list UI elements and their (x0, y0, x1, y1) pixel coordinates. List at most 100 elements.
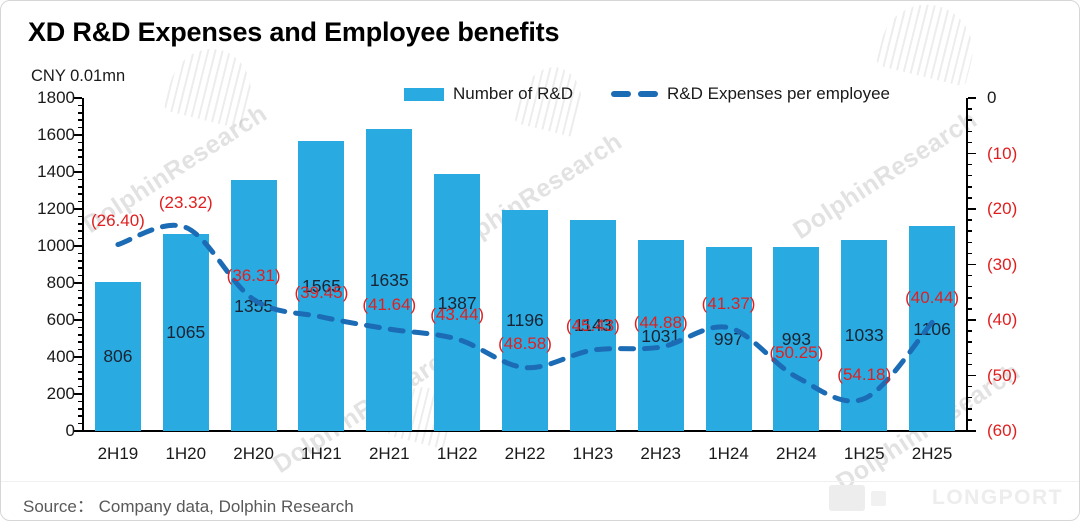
right-axis-tick (968, 108, 972, 110)
right-axis-tick-label: 0 (987, 88, 997, 107)
left-axis-tick-label: 1200 (37, 199, 75, 218)
bar-2H20 (230, 180, 277, 431)
x-axis-label-2H22: 2H22 (504, 444, 546, 463)
left-axis-tick-label: 400 (46, 347, 75, 366)
left-axis-tick (78, 186, 82, 188)
right-axis-tick (968, 319, 976, 321)
left-axis-tick (78, 311, 82, 314)
left-axis-tick-label: 600 (46, 310, 75, 329)
left-axis-tick-label: 800 (46, 273, 75, 292)
longport-logo-icon (871, 490, 886, 506)
bar-1H21 (298, 141, 345, 431)
right-axis-tick (968, 396, 972, 399)
bar-value-label: 1143 (574, 315, 612, 336)
left-axis-tick (78, 371, 82, 373)
line-value-label: (45.43) (565, 316, 620, 336)
dolphin-watermark: DolphinResearch (433, 127, 628, 267)
bar-value-label: 1033 (844, 325, 884, 346)
right-axis-tick (968, 363, 972, 366)
left-axis-tick (78, 156, 82, 158)
right-axis-tick (968, 330, 972, 332)
right-axis-tick (968, 419, 972, 421)
right-axis-line (966, 98, 968, 431)
page-title: XD R&D Expenses and Employee benefits (28, 17, 560, 47)
x-axis-label-2H21: 2H21 (368, 444, 410, 463)
left-axis-tick-label: 200 (46, 384, 75, 403)
x-axis-label-1H23: 1H23 (572, 444, 614, 463)
line-value-label: (44.88) (633, 313, 688, 333)
right-axis-tick (968, 385, 972, 388)
left-axis-tick (74, 282, 82, 284)
x-axis-label-1H24: 1H24 (708, 444, 749, 463)
bar-value-label: 993 (781, 329, 811, 350)
right-axis-tick-label: (40) (987, 310, 1018, 329)
left-axis-tick (74, 393, 82, 395)
right-axis-tick (968, 263, 976, 266)
longport-brand-text: LONGPORT (932, 486, 1063, 509)
right-axis-tick-label: (60) (987, 421, 1018, 440)
expenses-line (115, 222, 935, 404)
right-axis-tick (968, 197, 972, 199)
left-axis-tick (78, 341, 82, 343)
right-axis-tick (968, 186, 972, 188)
right-axis-tick (968, 252, 972, 255)
bar-2H21 (366, 128, 413, 431)
left-axis-tick (78, 119, 82, 121)
left-axis-tick (78, 178, 82, 181)
x-axis-label-2H25: 2H25 (911, 444, 953, 463)
left-axis-tick (78, 252, 82, 255)
left-axis-tick (74, 319, 82, 321)
x-axis-label-1H21: 1H21 (301, 444, 342, 463)
right-axis-tick (968, 285, 972, 288)
left-axis-tick (78, 200, 82, 203)
bar-value-label: 806 (103, 346, 133, 367)
right-axis-tick (968, 408, 972, 410)
line-value-label: (26.40) (90, 210, 145, 230)
left-axis-tick (78, 112, 82, 114)
left-axis-tick (78, 274, 82, 277)
bar-value-label: 1387 (437, 292, 477, 313)
dolphin-watermark: DolphinResearch (788, 105, 983, 245)
x-axis-label-2H23: 2H23 (640, 444, 681, 463)
left-axis-tick (74, 356, 82, 358)
bar-value-label: 1065 (166, 322, 206, 343)
left-axis-tick-label: 1600 (37, 125, 75, 144)
legend: Number of R&D R&D Expenses per employee (404, 84, 890, 104)
dolphin-watermark: DolphinResearch (78, 99, 273, 239)
longport-watermark: LONGPORT (829, 485, 1063, 511)
line-value-label: (41.64) (362, 295, 417, 315)
line-value-label: (23.32) (158, 193, 213, 213)
hatch-logo-icon (387, 380, 457, 450)
legend-line-label: R&D Expenses per employee (666, 84, 890, 103)
right-axis-tick (968, 308, 972, 310)
bar-value-label: 1196 (506, 310, 544, 331)
x-axis-label-2H24: 2H24 (776, 444, 817, 463)
dolphin-watermark: DolphinResearch (831, 357, 1026, 497)
right-axis-tick (968, 163, 972, 166)
left-axis-tick (78, 348, 82, 351)
left-axis-tick (78, 260, 82, 262)
right-axis-tick (968, 297, 972, 299)
left-axis-tick (78, 304, 82, 306)
x-axis-label-1H20: 1H20 (165, 444, 207, 463)
right-axis-tick (968, 230, 972, 232)
hatch-logo-icon (163, 40, 261, 130)
bar-2H19 (94, 281, 141, 431)
right-axis-tick (968, 341, 972, 343)
footer-divider (1, 481, 1079, 482)
bar-1H20 (162, 233, 209, 431)
left-axis-tick (78, 385, 82, 388)
left-axis-tick (78, 267, 82, 269)
left-axis-tick (78, 363, 82, 366)
bar-value-label: 1355 (234, 295, 274, 316)
left-axis-tick (78, 400, 82, 403)
bar-1H24 (705, 246, 752, 431)
left-axis-tick-label: 1800 (37, 88, 75, 107)
right-axis-tick (968, 241, 972, 244)
left-axis-tick-label: 1400 (37, 162, 75, 181)
bar-1H23 (569, 219, 616, 431)
bar-value-label: 1635 (369, 269, 409, 290)
left-axis-tick-label: 0 (65, 421, 75, 440)
